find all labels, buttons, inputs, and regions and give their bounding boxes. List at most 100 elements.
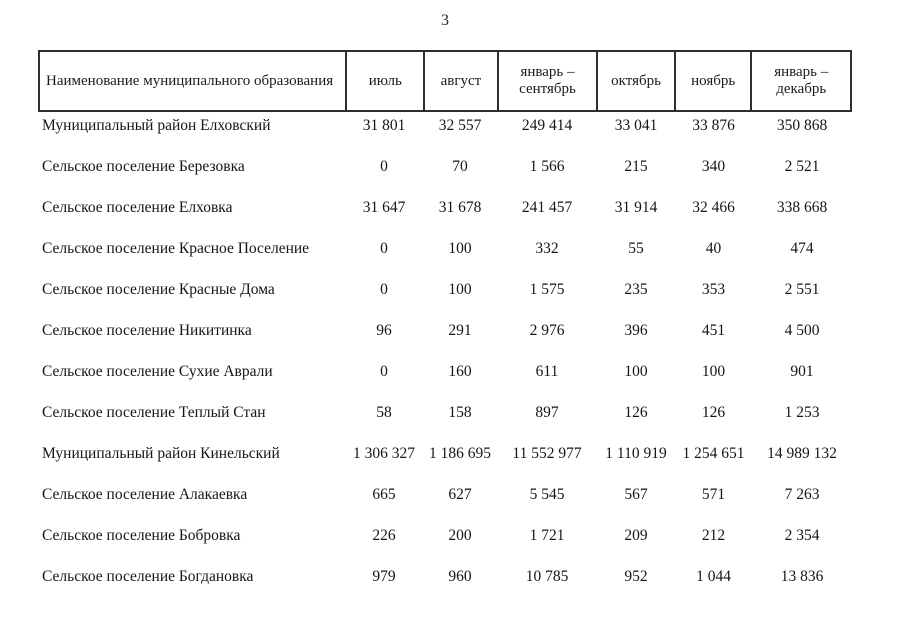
column-header-4: октябрь [596, 52, 674, 110]
value-cell: 100 [624, 363, 648, 380]
value-cell: 11 552 977 [512, 445, 582, 462]
column-header-0: Наименование муниципального образования [46, 72, 334, 89]
value-cell: 33 876 [692, 117, 735, 134]
row-name-cell: Сельское поселение Сухие Аврали [42, 363, 273, 380]
municipal-data-table: Наименование муниципального образования и… [38, 50, 852, 604]
row-name-cell: Муниципальный район Елховский [42, 117, 271, 134]
value-cell: 0 [380, 363, 388, 380]
page-number: 3 [441, 12, 449, 29]
table-row: Муниципальный район Кинельский 1 306 327 1… [38, 440, 852, 481]
value-cell: 291 [448, 322, 472, 339]
value-cell: 212 [701, 527, 726, 544]
value-cell: 627 [448, 486, 472, 503]
value-cell: 126 [624, 404, 648, 421]
table-row: Сельское поселение Сухие Аврали 0 160 611 10… [38, 358, 852, 399]
value-cell: 571 [701, 486, 726, 503]
value-cell: 241 457 [521, 199, 573, 216]
table-row: Сельское поселение Алакаевка 665 627 5 545 5… [38, 481, 852, 522]
column-header-6: январь – декабрь [750, 52, 850, 110]
value-cell: 58 [376, 404, 392, 421]
value-cell: 567 [624, 486, 648, 503]
value-cell: 55 [628, 240, 644, 257]
value-cell: 10 785 [525, 568, 569, 585]
value-cell: 1 306 327 [353, 445, 415, 462]
value-cell: 13 836 [780, 568, 824, 585]
value-cell: 2 551 [784, 281, 820, 298]
value-cell: 0 [380, 158, 388, 175]
column-header-5: ноябрь [673, 52, 751, 110]
value-cell: 200 [448, 527, 472, 544]
table-row: Сельское поселение Елховка 31 647 31 678 24… [38, 194, 852, 235]
value-cell: 100 [701, 363, 726, 380]
value-cell: 901 [790, 363, 814, 380]
value-cell: 14 989 132 [767, 445, 837, 462]
value-cell: 5 545 [529, 486, 565, 503]
value-cell: 1 253 [784, 404, 820, 421]
row-name-cell: Сельское поселение Красные Дома [42, 281, 275, 298]
value-cell: 1 110 919 [605, 445, 667, 462]
table-header-row: Наименование муниципального образования и… [38, 50, 852, 112]
value-cell: 215 [624, 158, 648, 175]
value-cell: 332 [535, 240, 559, 257]
column-header-3: январь – сентябрь [496, 52, 597, 110]
value-cell: 31 801 [362, 117, 406, 134]
value-cell: 40 [705, 240, 722, 257]
value-cell: 1 721 [529, 527, 565, 544]
value-cell: 897 [535, 404, 559, 421]
row-name-cell: Сельское поселение Богдановка [42, 568, 254, 585]
value-cell: 249 414 [521, 117, 573, 134]
value-cell: 960 [448, 568, 472, 585]
value-cell: 31 647 [362, 199, 406, 216]
value-cell: 209 [624, 527, 648, 544]
value-cell: 2 521 [784, 158, 820, 175]
row-name-cell: Сельское поселение Елховка [42, 199, 233, 216]
row-name-cell: Сельское поселение Бобровка [42, 527, 241, 544]
value-cell: 1 254 651 [682, 445, 745, 462]
column-header-1: июль [345, 52, 423, 110]
value-cell: 979 [372, 568, 396, 585]
value-cell: 952 [624, 568, 648, 585]
value-cell: 70 [452, 158, 468, 175]
value-cell: 396 [624, 322, 648, 339]
value-cell: 2 354 [784, 527, 820, 544]
value-cell: 0 [380, 240, 388, 257]
value-cell: 32 557 [438, 117, 482, 134]
value-cell: 160 [448, 363, 472, 380]
table-row: Сельское поселение Березовка 0 70 1 566 215 3… [38, 153, 852, 194]
table-row: Сельское поселение Бобровка 226 200 1 721 20… [38, 522, 852, 563]
row-name-cell: Сельское поселение Березовка [42, 158, 245, 175]
value-cell: 235 [624, 281, 648, 298]
row-name-cell: Сельское поселение Никитинка [42, 322, 252, 339]
row-name-cell: Муниципальный район Кинельский [42, 445, 280, 462]
value-cell: 158 [448, 404, 472, 421]
value-cell: 32 466 [692, 199, 735, 216]
row-name-cell: Сельское поселение Теплый Стан [42, 404, 266, 421]
value-cell: 31 914 [614, 199, 658, 216]
value-cell: 350 868 [776, 117, 828, 134]
row-name-cell: Сельское поселение Красное Поселение [42, 240, 310, 257]
value-cell: 7 263 [784, 486, 820, 503]
value-cell: 451 [701, 322, 726, 339]
value-cell: 0 [380, 281, 388, 298]
value-cell: 340 [701, 158, 726, 175]
table-row: Муниципальный район Елховский 31 801 32 55… [38, 112, 852, 153]
value-cell: 353 [701, 281, 726, 298]
table-row: Сельское поселение Богдановка 979 960 10 78… [38, 563, 852, 604]
value-cell: 100 [448, 240, 472, 257]
column-header-2: август [423, 52, 497, 110]
value-cell: 665 [372, 486, 396, 503]
value-cell: 474 [790, 240, 814, 257]
value-cell: 4 500 [784, 322, 820, 339]
table-row: Сельское поселение Красные Дома 0 100 1 575… [38, 276, 852, 317]
table-row: Сельское поселение Никитинка 96 291 2 976 39… [38, 317, 852, 358]
value-cell: 1 186 695 [429, 445, 491, 462]
value-cell: 1 044 [696, 568, 731, 585]
table-row: Сельское поселение Красное Поселение 0 100… [38, 235, 852, 276]
value-cell: 226 [372, 527, 396, 544]
value-cell: 100 [448, 281, 472, 298]
value-cell: 2 976 [529, 322, 565, 339]
table-row: Сельское поселение Теплый Стан 58 158 897 12… [38, 399, 852, 440]
value-cell: 33 041 [614, 117, 658, 134]
value-cell: 338 668 [776, 199, 828, 216]
